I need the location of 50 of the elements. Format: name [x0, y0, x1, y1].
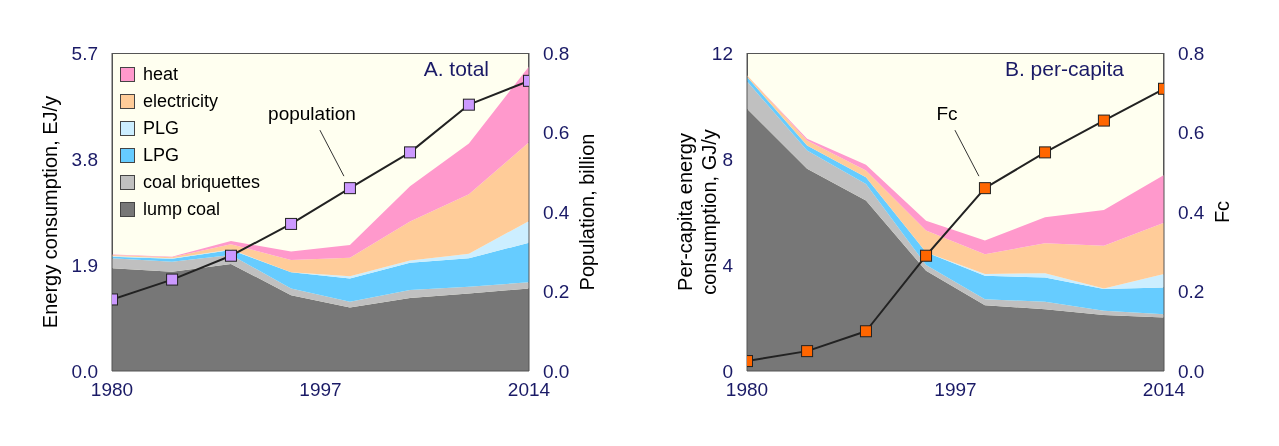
y-tick-label: 5.7 [71, 42, 98, 64]
x-tick-label: 1997 [299, 379, 342, 401]
x-tick-label: 1980 [725, 379, 769, 401]
y2-tick-label: 0.4 [1178, 201, 1205, 223]
point [801, 345, 814, 358]
point [920, 249, 933, 262]
y2-tick-label: 0.6 [543, 122, 570, 144]
y2-tick-label: 0.0 [1178, 360, 1205, 382]
y-tick-label: 12 [711, 42, 733, 64]
legend-label: LPG [143, 144, 180, 167]
point [404, 146, 417, 159]
y2-axis-title: Fc [1211, 200, 1233, 224]
point [224, 249, 237, 262]
point [978, 182, 991, 195]
y2-tick-label: 0.2 [543, 281, 570, 303]
legend-label: coal briquettes [143, 171, 261, 194]
legend-label: electricity [143, 90, 219, 113]
text: Fc [936, 103, 958, 125]
x-tick-label: 1980 [90, 379, 134, 401]
y-axis-title: Energy consumption, EJ/y [39, 95, 61, 329]
point [462, 98, 475, 111]
y-tick-label: 1.9 [71, 254, 98, 276]
y2-tick-label: 0.8 [1178, 42, 1205, 64]
y-tick-label: 4 [722, 254, 734, 276]
y-tick-label: 8 [722, 148, 733, 170]
point [1039, 146, 1052, 159]
annotation: B. per-capita [1004, 57, 1124, 81]
legend-label: lump coal [143, 198, 221, 221]
y-tick-label: 0.0 [71, 360, 98, 382]
point [343, 182, 356, 195]
point [285, 217, 298, 230]
legend-label: PLG [143, 117, 180, 140]
point [1097, 114, 1110, 127]
x-tick-label: 1997 [934, 379, 977, 401]
y2-tick-label: 0.2 [1178, 281, 1205, 303]
text: population [268, 103, 356, 125]
legend-label: heat [143, 63, 179, 86]
y2-tick-label: 0.4 [543, 201, 570, 223]
x-tick-label: 2014 [507, 379, 551, 401]
annotation: A. total [423, 57, 489, 81]
y2-tick-label: 0.8 [543, 42, 570, 64]
y2-tick-label: 0.6 [1178, 122, 1205, 144]
y-tick-label: 0 [722, 360, 733, 382]
y-tick-label: 3.8 [71, 148, 98, 170]
point [859, 325, 872, 338]
x-tick-label: 2014 [1142, 379, 1186, 401]
y-axis-title: Per-capita energy consumption, GJ/y [674, 129, 720, 295]
y2-axis-title: Population, billion [576, 133, 598, 291]
point [166, 273, 179, 286]
y2-tick-label: 0.0 [543, 360, 570, 382]
